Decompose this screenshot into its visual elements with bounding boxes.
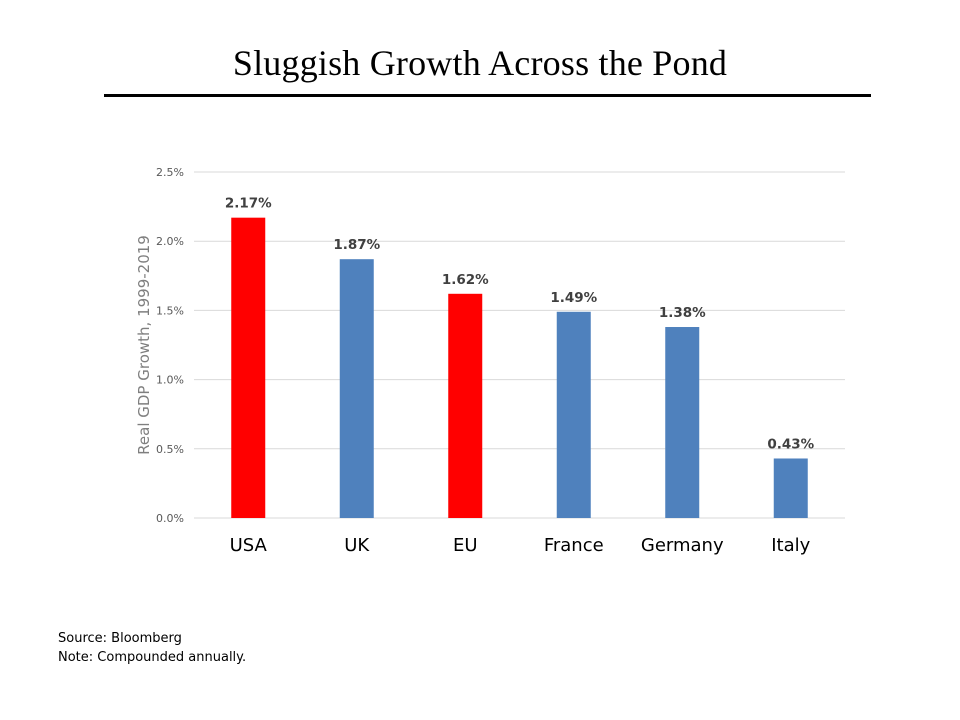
data-label: 1.49%	[550, 290, 597, 306]
bar-france	[556, 311, 591, 518]
y-tick-label: 0.0%	[156, 512, 184, 525]
bar-italy	[773, 458, 808, 518]
y-axis-title: Real GDP Growth, 1999-2019	[135, 235, 153, 455]
x-category-label: EU	[453, 535, 478, 556]
data-label: 1.38%	[659, 305, 706, 321]
data-label: 0.43%	[767, 436, 814, 452]
bar-usa	[231, 217, 266, 518]
footnotes: Source: Bloomberg Note: Compounded annua…	[58, 629, 246, 667]
x-category-label: USA	[230, 535, 268, 556]
slide-title: Sluggish Growth Across the Pond	[232, 43, 728, 83]
data-label: 1.62%	[442, 272, 489, 288]
y-tick-label: 0.5%	[156, 443, 184, 456]
y-tick-label: 2.5%	[156, 166, 184, 179]
bar-germany	[665, 327, 700, 518]
y-tick-label: 1.0%	[156, 374, 184, 387]
y-tick-label: 2.0%	[156, 235, 184, 248]
methodology-note: Note: Compounded annually.	[58, 650, 247, 665]
x-category-label: Germany	[641, 535, 724, 556]
x-category-label: UK	[344, 535, 370, 556]
source-note: Source: Bloomberg	[58, 631, 182, 646]
data-label: 2.17%	[225, 196, 272, 212]
x-category-label: France	[544, 535, 604, 556]
y-tick-label: 1.5%	[156, 304, 184, 317]
title-underline	[104, 94, 871, 97]
bar-eu	[448, 293, 483, 518]
data-label: 1.87%	[333, 237, 380, 253]
x-category-label: Italy	[771, 535, 810, 556]
bar-uk	[339, 259, 374, 518]
